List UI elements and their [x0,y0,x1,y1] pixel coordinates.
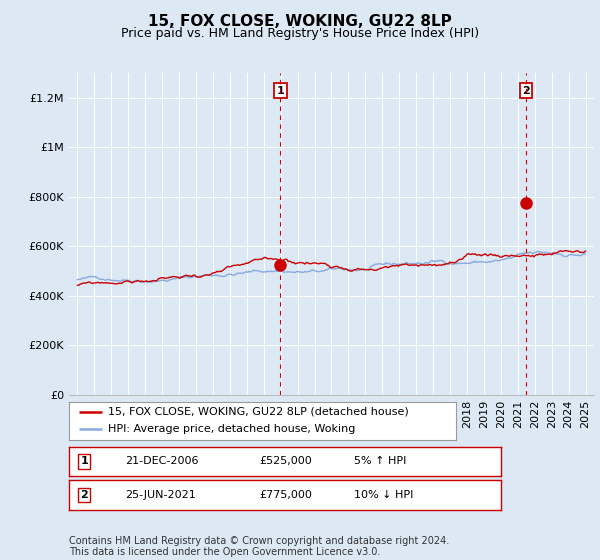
Text: 1: 1 [80,456,88,466]
Text: Contains HM Land Registry data © Crown copyright and database right 2024.
This d: Contains HM Land Registry data © Crown c… [69,535,449,557]
Text: 5% ↑ HPI: 5% ↑ HPI [354,456,406,466]
Text: £525,000: £525,000 [259,456,312,466]
Text: £775,000: £775,000 [259,490,312,500]
Text: 15, FOX CLOSE, WOKING, GU22 8LP: 15, FOX CLOSE, WOKING, GU22 8LP [148,14,452,29]
Text: 25-JUN-2021: 25-JUN-2021 [125,490,196,500]
Text: Price paid vs. HM Land Registry's House Price Index (HPI): Price paid vs. HM Land Registry's House … [121,27,479,40]
Text: 2: 2 [80,490,88,500]
Text: 1: 1 [277,86,284,96]
Text: 10% ↓ HPI: 10% ↓ HPI [354,490,413,500]
Text: 2: 2 [522,86,530,96]
Text: 15, FOX CLOSE, WOKING, GU22 8LP (detached house): 15, FOX CLOSE, WOKING, GU22 8LP (detache… [108,407,409,417]
Text: HPI: Average price, detached house, Woking: HPI: Average price, detached house, Woki… [108,424,355,435]
Text: 21-DEC-2006: 21-DEC-2006 [125,456,199,466]
